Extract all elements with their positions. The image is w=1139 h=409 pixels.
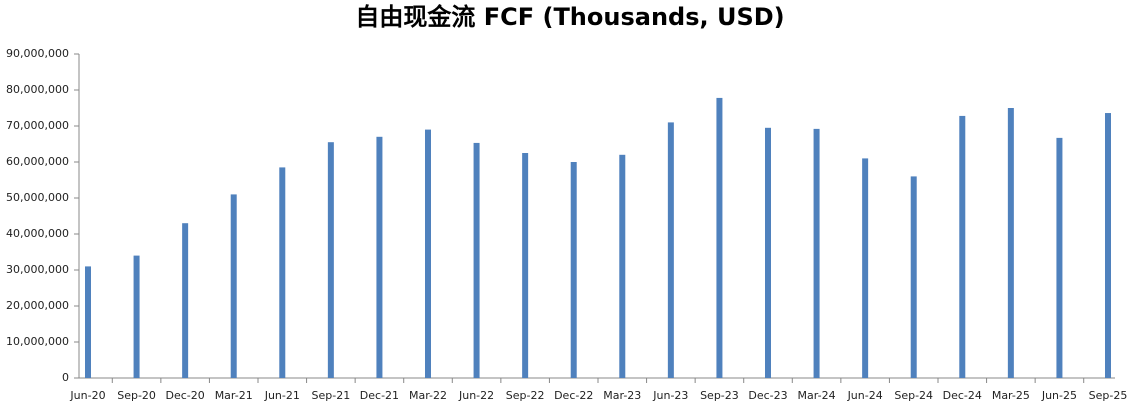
bar: [473, 142, 480, 378]
x-tick-label: Jun-22: [458, 389, 494, 402]
y-tick-label: 90,000,000: [6, 47, 69, 60]
chart-title: 自由现金流 FCF (Thousands, USD): [355, 3, 784, 31]
x-tick-label: Mar-22: [409, 389, 447, 402]
bar: [230, 194, 237, 378]
bar: [133, 255, 140, 378]
bar: [570, 162, 577, 378]
x-tick-label: Sep-25: [1089, 389, 1128, 402]
bar: [716, 97, 723, 379]
x-tick-label: Mar-21: [215, 389, 253, 402]
x-tick-label: Mar-25: [992, 389, 1030, 402]
x-tick-label: Jun-24: [847, 389, 883, 402]
bar: [862, 158, 869, 378]
bar: [182, 223, 189, 378]
y-tick-label: 30,000,000: [6, 263, 69, 276]
bar: [1105, 113, 1111, 378]
x-tick-label: Mar-24: [798, 389, 836, 402]
x-tick-label: Sep-23: [700, 389, 739, 402]
bar: [1056, 137, 1063, 378]
bar: [765, 127, 771, 378]
bar: [910, 176, 917, 378]
x-tick-label: Jun-25: [1041, 389, 1077, 402]
x-tick-label: Sep-22: [506, 389, 545, 402]
x-tick-label: Jun-23: [652, 389, 688, 402]
y-tick-label: 80,000,000: [6, 83, 69, 96]
x-tick-label: Dec-21: [360, 389, 399, 402]
y-tick-label: 10,000,000: [6, 335, 69, 348]
bar: [667, 122, 674, 379]
bar: [425, 129, 431, 378]
x-tick-label: Jun-21: [264, 389, 300, 402]
x-tick-label: Mar-23: [603, 389, 641, 402]
y-tick-label: 50,000,000: [6, 191, 69, 204]
x-tick-label: Dec-24: [943, 389, 982, 402]
bar: [327, 142, 334, 378]
y-tick-label: 0: [62, 371, 69, 384]
x-tick-label: Dec-23: [748, 389, 787, 402]
x-tick-label: Jun-20: [69, 389, 105, 402]
x-tick-label: Sep-24: [894, 389, 933, 402]
y-tick-label: 60,000,000: [6, 155, 69, 168]
x-tick-label: Sep-20: [117, 389, 156, 402]
bar: [279, 167, 286, 378]
bar: [619, 154, 626, 378]
bar: [1007, 108, 1014, 378]
y-tick-label: 40,000,000: [6, 227, 69, 240]
x-tick-label: Dec-20: [166, 389, 205, 402]
bar: [522, 153, 529, 378]
bar: [959, 115, 966, 379]
y-tick-label: 70,000,000: [6, 119, 69, 132]
bar: [813, 128, 820, 378]
y-tick-label: 20,000,000: [6, 299, 69, 312]
bar: [376, 136, 383, 378]
x-tick-label: Dec-22: [554, 389, 593, 402]
x-tick-label: Sep-21: [312, 389, 351, 402]
bar: [85, 266, 91, 378]
